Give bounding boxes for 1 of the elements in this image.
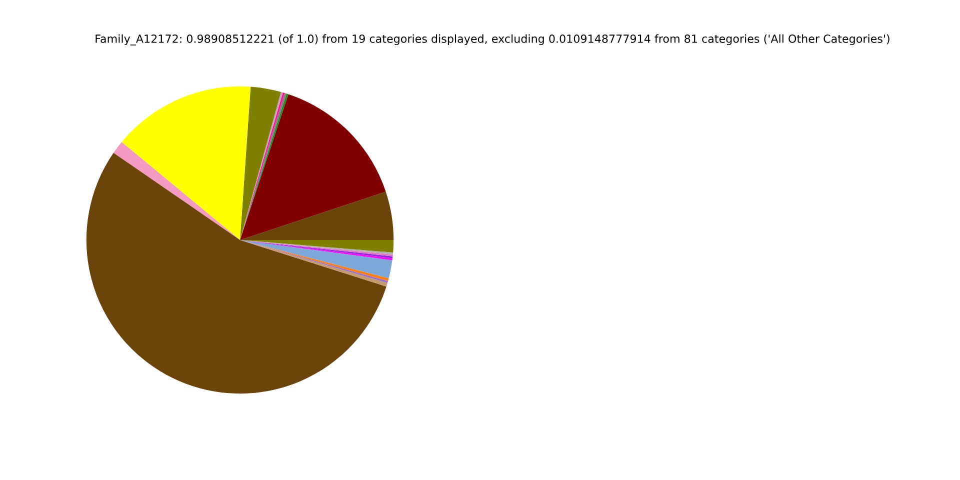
text: Family_A12172: 0.98908512221 (of 1.0) from 19 categories displayed, excluding 0.0109148777914 from 81 categories ('All Other Categories') [96,34,890,46]
